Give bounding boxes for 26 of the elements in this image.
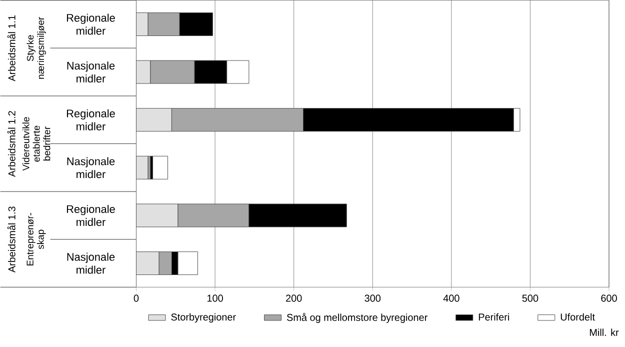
bar bbox=[152, 156, 168, 180]
text: Entreprenør-skap bbox=[26, 212, 46, 266]
legend-label: Periferi bbox=[478, 313, 509, 321]
text: Arbeidsmål 1.2 bbox=[7, 110, 16, 177]
text: Styrke næringsmiljøer bbox=[26, 16, 46, 79]
y-tick-label: Nasjonale midler bbox=[67, 157, 115, 178]
x-tick-label: 0 bbox=[134, 294, 139, 302]
y-tick-label: Regionale midler bbox=[66, 109, 115, 130]
y-tick-label: Nasjonale midler bbox=[67, 61, 115, 82]
legend-label: Små og mellomstore byregioner bbox=[286, 312, 428, 323]
x-tick-label: 600 bbox=[601, 294, 617, 302]
x-tick-label: 100 bbox=[207, 294, 223, 302]
x-tick-label: 400 bbox=[443, 294, 460, 302]
bar bbox=[136, 156, 148, 180]
legend-label: Storbyregioner bbox=[171, 313, 236, 322]
x-tick-label: 200 bbox=[286, 294, 302, 302]
y-tick-label: Regionale midler bbox=[66, 14, 115, 35]
x-axis-title: Mill. kr bbox=[590, 328, 619, 336]
legend-label: Ufordelt bbox=[560, 313, 595, 321]
y-tick-label: Nasjonale midler bbox=[67, 252, 115, 274]
x-tick-label: 300 bbox=[364, 294, 381, 302]
x-tick-label: 500 bbox=[522, 294, 538, 302]
text: Arbeidsmål 1.3 bbox=[7, 206, 16, 272]
y-tick-label: Regionale midler bbox=[66, 204, 115, 226]
text: Arbeidsmål 1.1 bbox=[7, 15, 16, 82]
text: Videreutvikle etablerte bedrifter bbox=[22, 117, 50, 171]
